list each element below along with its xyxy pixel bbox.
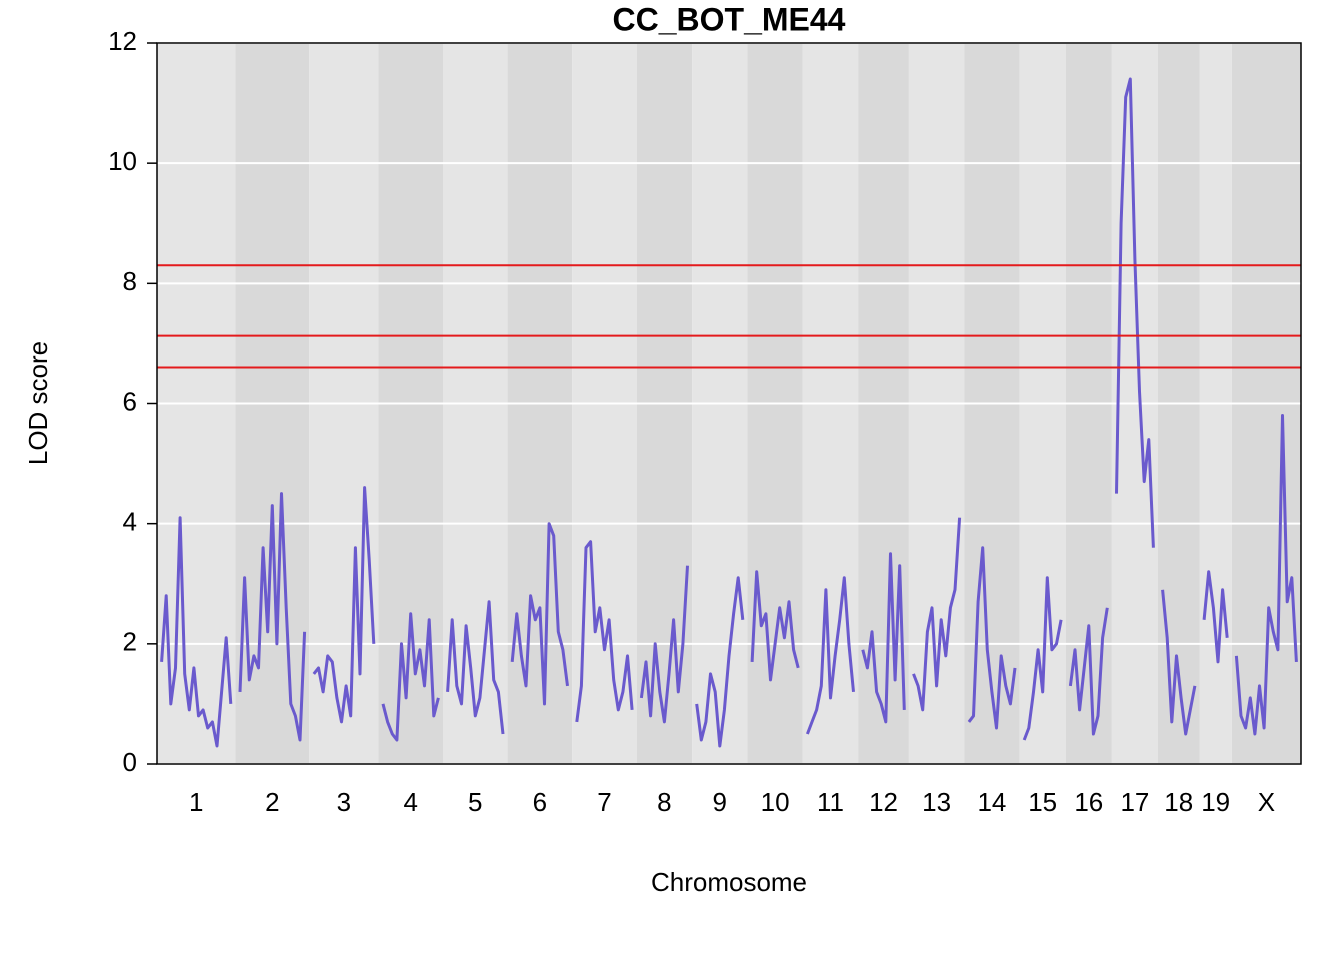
lod-line	[446, 600, 505, 735]
lod-line	[160, 516, 233, 748]
lod-line	[1068, 607, 1109, 736]
x-tick-label: 12	[869, 787, 898, 817]
y-tick-label: 4	[123, 507, 137, 537]
lod-line	[575, 540, 634, 723]
x-tick-label: 6	[533, 787, 547, 817]
x-tick-label: 16	[1074, 787, 1103, 817]
x-tick-label: 2	[265, 787, 279, 817]
x-tick-label: 10	[761, 787, 790, 817]
x-tick-label: 7	[597, 787, 611, 817]
lod-line	[312, 486, 376, 724]
lod-line	[861, 552, 906, 724]
x-tick-label: 8	[657, 787, 671, 817]
lod-line	[381, 612, 440, 742]
y-tick-label: 12	[108, 26, 137, 56]
plot-border	[156, 42, 1302, 765]
lod-line	[1202, 570, 1229, 664]
lod-line	[1022, 576, 1063, 741]
x-axis-label: Chromosome	[651, 867, 807, 897]
y-tick-label: 8	[123, 266, 137, 296]
x-tick-label: 17	[1120, 787, 1149, 817]
lod-line	[695, 576, 745, 748]
y-tick-label: 2	[123, 627, 137, 657]
x-tick-label: 5	[468, 787, 482, 817]
lod-line	[805, 576, 855, 735]
x-tick-label: 3	[337, 787, 351, 817]
x-tick-label: 11	[817, 787, 844, 817]
lod-line	[750, 570, 800, 682]
y-tick-label: 6	[123, 386, 137, 416]
lod-line	[1161, 589, 1197, 736]
x-tick-label: 14	[977, 787, 1006, 817]
x-tick-label: 15	[1028, 787, 1057, 817]
x-tick-label: 13	[922, 787, 951, 817]
x-tick-label: X	[1258, 787, 1275, 817]
x-tick-label: 9	[713, 787, 727, 817]
y-tick-label: 10	[108, 146, 137, 176]
x-tick-label: 4	[403, 787, 417, 817]
chart-title: CC_BOT_ME44	[613, 1, 846, 37]
lod-line	[1115, 77, 1155, 548]
lod-line	[510, 522, 569, 706]
y-tick-label: 0	[123, 747, 137, 777]
lod-line	[238, 492, 307, 742]
x-tick-label: 18	[1164, 787, 1193, 817]
lod-line	[967, 546, 1017, 730]
y-axis-label: LOD score	[23, 341, 53, 465]
x-tick-label: 1	[189, 787, 203, 817]
lod-line	[1234, 414, 1298, 736]
x-tick-label: 19	[1201, 787, 1230, 817]
lod-line	[639, 565, 689, 724]
lod-line	[912, 517, 962, 712]
